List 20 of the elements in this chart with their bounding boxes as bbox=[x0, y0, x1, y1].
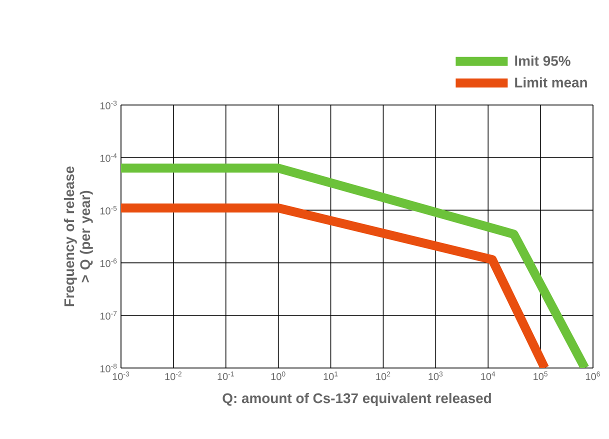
x-tick-label: 10$^{6}$ bbox=[586, 372, 600, 380]
x-axis-title: Q: amount of Cs-137 equivalent released bbox=[222, 392, 491, 406]
y-axis-title: Frequency of release > Q (per year) bbox=[64, 166, 93, 306]
y-tick-label: 10$^{-8}$ bbox=[100, 364, 117, 372]
y-tick-label: 10$^{-6}$ bbox=[100, 258, 117, 268]
x-tick-label: 10$^{3}$ bbox=[428, 372, 443, 380]
x-tick-label: 10$^{-1}$ bbox=[218, 372, 234, 380]
x-tick-label: 10$^{0}$ bbox=[271, 372, 286, 380]
x-tick-label: 10$^{1}$ bbox=[324, 372, 338, 380]
y-tick-label: 10$^{-3}$ bbox=[100, 100, 117, 110]
x-tick-label: 10$^{-2}$ bbox=[165, 372, 182, 380]
x-tick-label: 10$^{5}$ bbox=[534, 372, 548, 380]
x-tick-label: 10$^{-3}$ bbox=[112, 372, 130, 380]
legend-label: lmit 95% bbox=[515, 56, 570, 66]
y-tick-label: 10$^{-7}$ bbox=[100, 311, 117, 320]
y-tick-label: 10$^{-4}$ bbox=[100, 153, 117, 162]
y-tick-label: 10$^{-5}$ bbox=[100, 206, 117, 214]
x-tick-label: 10$^{4}$ bbox=[481, 372, 496, 380]
legend-label: Limit mean bbox=[515, 77, 587, 88]
x-tick-label: 10$^{2}$ bbox=[376, 372, 390, 380]
